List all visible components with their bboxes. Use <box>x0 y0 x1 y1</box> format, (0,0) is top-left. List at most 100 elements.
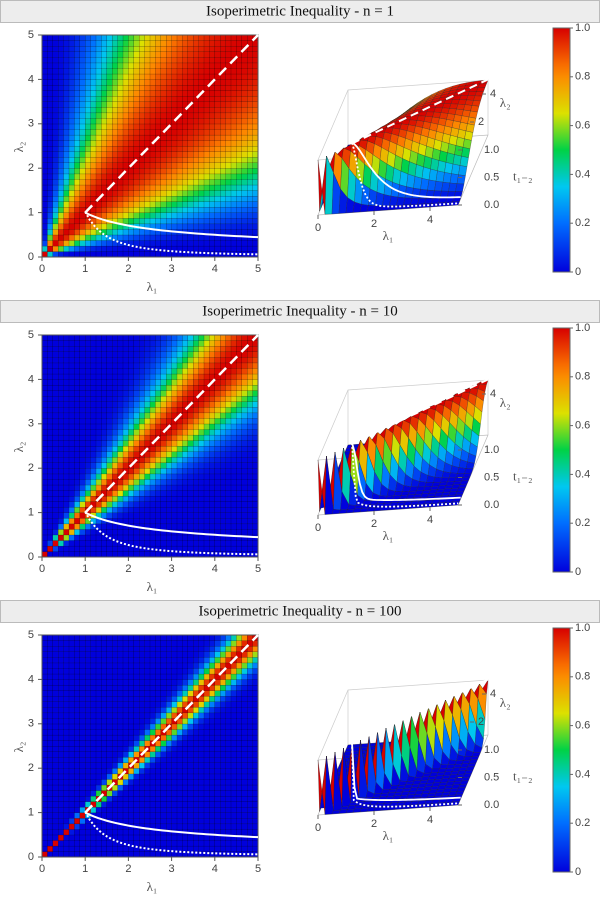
density-cell <box>230 529 237 536</box>
density-cell <box>41 68 48 75</box>
density-cell <box>74 834 81 841</box>
density-cell <box>176 184 183 191</box>
density-cell <box>58 640 64 647</box>
density-cell <box>79 45 86 52</box>
density-cell <box>209 195 216 202</box>
density-cell <box>106 451 113 458</box>
density-cell <box>106 551 113 558</box>
density-cell <box>63 684 70 691</box>
density-cell <box>160 156 167 164</box>
density-cell <box>128 201 135 208</box>
density-cell <box>225 340 232 347</box>
density-cell <box>95 151 102 158</box>
density-cell <box>74 179 81 186</box>
density-cell <box>41 762 48 769</box>
z3-tick-label: 1.0 <box>484 444 499 456</box>
density-cell <box>79 162 86 169</box>
density-cell <box>63 345 70 353</box>
density-cell <box>106 418 113 425</box>
density-cell <box>63 240 70 247</box>
density-cell <box>117 179 124 186</box>
density-cell <box>122 829 129 836</box>
density-cell <box>230 156 237 164</box>
density-cell <box>209 518 216 525</box>
density-cell <box>90 651 97 658</box>
density-cell <box>176 51 183 58</box>
density-cell <box>101 401 108 408</box>
density-cell <box>79 234 86 241</box>
density-cell <box>63 101 70 108</box>
density-cell <box>176 423 183 430</box>
density-cell <box>176 95 183 102</box>
density-cell <box>187 173 194 180</box>
density-cell <box>220 245 226 252</box>
y-tick-label: 2 <box>28 462 34 474</box>
density-cell <box>128 729 135 736</box>
density-cell <box>101 95 108 102</box>
density-cell <box>63 134 70 141</box>
density-cell <box>117 851 124 858</box>
density-cell <box>139 657 145 664</box>
x-tick-label: 2 <box>125 263 131 275</box>
density-cell <box>252 440 259 447</box>
density-cell <box>63 62 70 69</box>
density-cell <box>122 79 129 86</box>
density-cell <box>187 340 194 347</box>
density-cell <box>133 240 140 247</box>
density-cell <box>155 40 162 47</box>
density-cell <box>225 240 232 247</box>
density-cell <box>112 806 118 813</box>
density-cell <box>193 373 199 380</box>
density-cell <box>90 45 97 52</box>
density-cell <box>230 140 237 147</box>
density-cell <box>117 779 124 786</box>
density-cell <box>203 440 210 447</box>
density-cell <box>160 373 167 380</box>
density-cell <box>52 495 59 502</box>
density-cell <box>68 79 75 86</box>
density-cell <box>230 462 237 469</box>
density-cell <box>133 395 140 402</box>
density-cell <box>106 62 113 69</box>
density-cell <box>133 184 140 191</box>
density-cell <box>252 57 259 64</box>
density-cell <box>47 851 54 858</box>
density-cell <box>241 545 248 552</box>
density-cell <box>63 657 70 664</box>
density-cell <box>214 162 221 169</box>
density-cell <box>47 468 54 475</box>
density-cell <box>241 423 248 430</box>
density-cell <box>117 801 124 808</box>
density-cell <box>182 412 189 419</box>
density-cell <box>41 101 48 108</box>
density-cell <box>171 501 178 508</box>
density-cell <box>144 484 151 491</box>
z3-tick-label: 1.0 <box>484 144 499 156</box>
density-cell <box>133 212 140 219</box>
density-cell <box>41 784 48 791</box>
density-cell <box>203 34 210 41</box>
density-cell <box>144 529 151 536</box>
density-cell <box>106 701 113 708</box>
density-cell <box>106 162 113 169</box>
surface-patch <box>458 165 468 176</box>
density-cell <box>41 468 48 475</box>
density-cell <box>236 506 243 513</box>
density-cell <box>95 45 102 52</box>
density-cell <box>144 79 151 86</box>
density-cell <box>155 173 162 180</box>
density-cell <box>41 140 48 147</box>
density-cell <box>128 718 135 725</box>
density-cell <box>41 673 48 680</box>
density-cell <box>68 73 75 80</box>
density-cell <box>241 468 248 475</box>
density-cell <box>149 162 156 169</box>
density-cell <box>58 101 64 108</box>
density-cell <box>68 351 75 358</box>
density-cell <box>122 501 129 508</box>
density-cell <box>155 73 162 80</box>
density-cell <box>155 351 162 358</box>
density-cell <box>176 140 183 147</box>
density-cell <box>101 806 108 813</box>
density-cell <box>85 640 91 647</box>
